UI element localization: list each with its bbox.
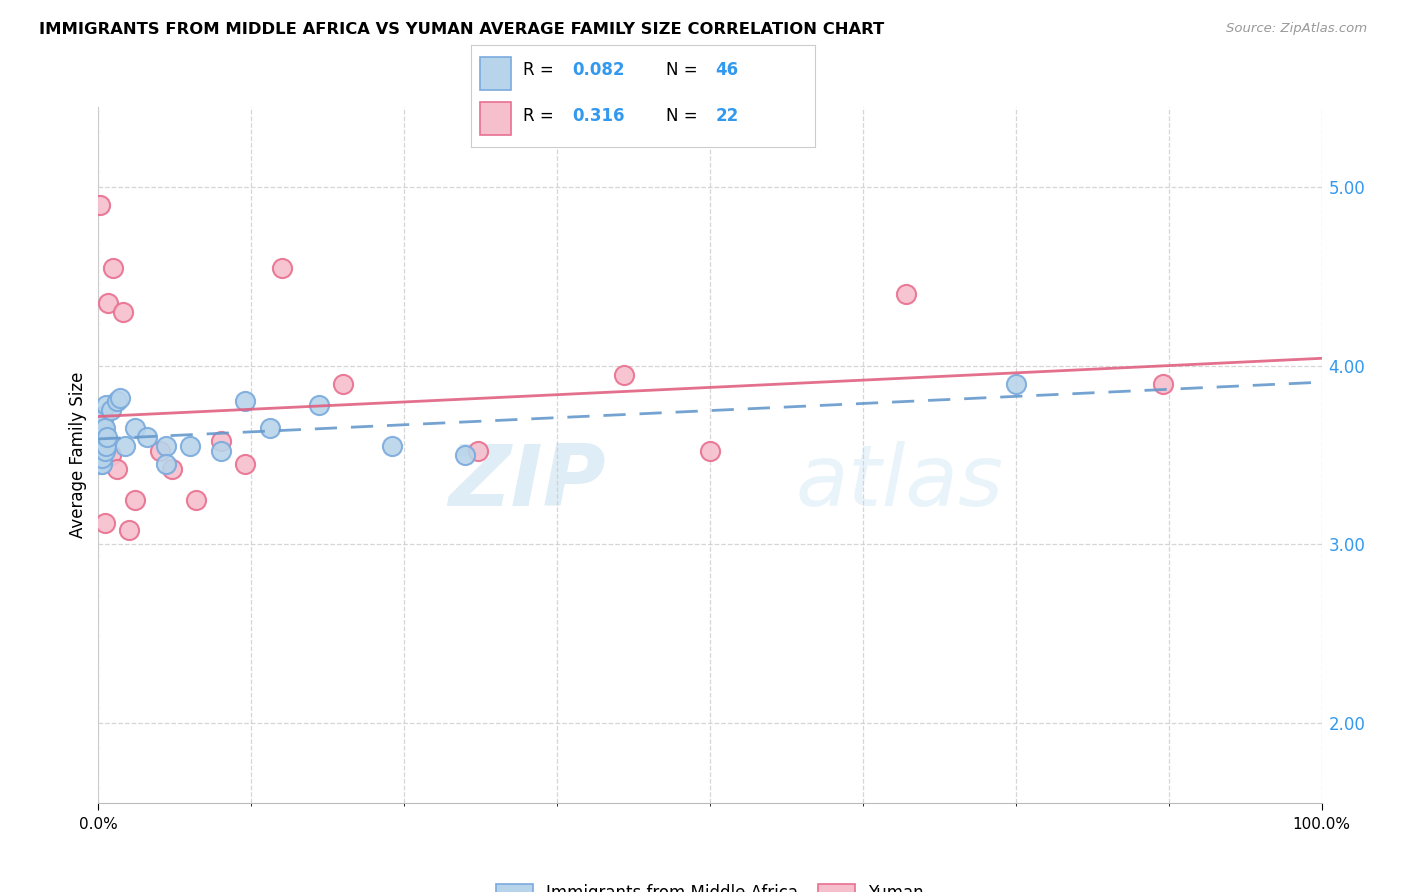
Point: [91, 439, 114, 453]
Point: [209, 434, 232, 448]
Legend: Immigrants from Middle Africa, Yuman: Immigrants from Middle Africa, Yuman: [489, 877, 931, 892]
Point: [90, 434, 112, 448]
Point: [93, 444, 115, 458]
Point: [101, 260, 124, 275]
Point: [454, 448, 477, 462]
Point: [894, 287, 917, 301]
Point: [90, 421, 112, 435]
Point: [89, 412, 111, 426]
Point: [91, 421, 114, 435]
Point: [94, 398, 117, 412]
Point: [179, 439, 201, 453]
Point: [91, 444, 114, 458]
Point: [97, 296, 120, 310]
Text: Source: ZipAtlas.com: Source: ZipAtlas.com: [1226, 22, 1367, 36]
Text: R =: R =: [523, 107, 554, 126]
Text: N =: N =: [665, 107, 697, 126]
Point: [186, 492, 208, 507]
Point: [105, 394, 128, 409]
Text: ZIP: ZIP: [449, 442, 606, 524]
Point: [155, 457, 177, 471]
Point: [90, 448, 112, 462]
Point: [209, 444, 232, 458]
Point: [90, 444, 112, 458]
Point: [308, 398, 330, 412]
Point: [111, 305, 134, 319]
Text: atlas: atlas: [796, 442, 1004, 524]
Point: [91, 421, 114, 435]
Point: [110, 391, 132, 405]
Point: [118, 523, 141, 537]
Text: N =: N =: [665, 62, 697, 79]
Point: [89, 451, 111, 466]
Point: [93, 421, 115, 435]
Point: [124, 492, 146, 507]
Point: [699, 444, 721, 458]
Point: [381, 439, 404, 453]
Point: [259, 421, 281, 435]
Point: [100, 403, 122, 417]
Point: [91, 457, 114, 471]
Point: [89, 426, 111, 441]
Point: [155, 439, 177, 453]
Point: [94, 439, 117, 453]
Point: [124, 421, 146, 435]
Point: [613, 368, 636, 382]
Text: 46: 46: [716, 62, 738, 79]
Point: [89, 439, 111, 453]
Point: [114, 439, 136, 453]
Point: [136, 430, 159, 444]
Text: 0.082: 0.082: [572, 62, 626, 79]
Point: [91, 439, 114, 453]
Point: [93, 434, 115, 448]
Point: [270, 260, 294, 275]
Point: [90, 457, 112, 471]
Point: [91, 430, 114, 444]
Text: 0.316: 0.316: [572, 107, 626, 126]
Point: [90, 439, 112, 453]
Text: R =: R =: [523, 62, 554, 79]
Point: [160, 462, 183, 476]
Point: [91, 434, 114, 448]
Point: [233, 394, 256, 409]
Point: [91, 430, 114, 444]
Point: [100, 448, 122, 462]
Text: IMMIGRANTS FROM MIDDLE AFRICA VS YUMAN AVERAGE FAMILY SIZE CORRELATION CHART: IMMIGRANTS FROM MIDDLE AFRICA VS YUMAN A…: [39, 22, 884, 37]
Point: [89, 198, 111, 212]
Point: [1152, 376, 1174, 391]
Bar: [479, 57, 510, 90]
Y-axis label: Average Family Size: Average Family Size: [69, 372, 87, 538]
Point: [93, 516, 115, 530]
Bar: [479, 102, 510, 135]
Point: [96, 430, 118, 444]
Point: [90, 451, 112, 466]
Point: [91, 451, 114, 466]
Point: [149, 444, 172, 458]
Point: [332, 376, 354, 391]
Point: [233, 457, 256, 471]
Point: [90, 430, 112, 444]
Point: [467, 444, 489, 458]
Point: [105, 462, 128, 476]
Text: 22: 22: [716, 107, 738, 126]
Point: [91, 412, 114, 426]
Point: [1004, 376, 1026, 391]
Point: [90, 448, 112, 462]
Point: [91, 409, 114, 423]
